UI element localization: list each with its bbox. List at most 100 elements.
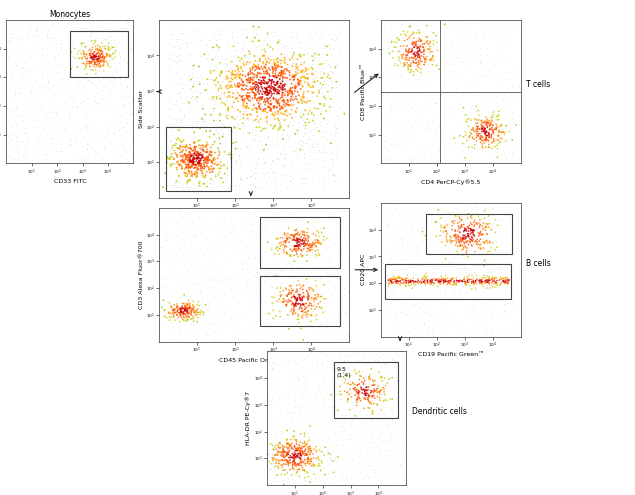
Point [401, 475, 411, 483]
Point [480, 214, 490, 222]
Point [276, 66, 286, 74]
Point [428, 330, 438, 338]
Point [384, 304, 394, 312]
Point [439, 292, 450, 299]
Point [199, 85, 209, 93]
Point [458, 224, 468, 232]
Point [294, 292, 304, 300]
Point [376, 390, 386, 398]
Point [272, 297, 282, 305]
Point [169, 159, 179, 167]
Point [43, 80, 53, 88]
Point [197, 105, 208, 113]
Point [389, 385, 399, 393]
Point [333, 308, 343, 316]
Point [86, 70, 97, 78]
Point [277, 298, 287, 306]
Point [340, 410, 351, 418]
Point [231, 283, 241, 291]
Point [276, 461, 286, 469]
Point [488, 129, 498, 137]
Point [472, 132, 483, 140]
Point [302, 468, 312, 476]
Point [204, 302, 215, 310]
Point [252, 184, 262, 192]
Point [224, 92, 234, 100]
Point [419, 319, 429, 327]
Point [498, 128, 508, 136]
Point [294, 274, 304, 282]
Point [48, 69, 58, 77]
Point [328, 422, 338, 430]
Point [386, 277, 396, 285]
Point [453, 34, 463, 42]
Point [272, 80, 283, 88]
Point [485, 238, 495, 246]
Point [182, 172, 192, 180]
Point [210, 126, 220, 134]
Point [24, 110, 34, 118]
Point [260, 64, 271, 72]
Point [7, 135, 17, 143]
Point [164, 299, 175, 307]
Point [386, 36, 396, 44]
Point [478, 137, 488, 145]
Point [488, 108, 498, 116]
Point [462, 21, 472, 29]
Point [198, 101, 208, 109]
Point [171, 140, 181, 148]
Point [91, 35, 102, 43]
Point [361, 372, 371, 380]
Point [392, 432, 402, 440]
Point [178, 316, 189, 324]
Point [363, 392, 373, 399]
Point [303, 294, 313, 302]
Point [394, 420, 404, 428]
Point [300, 236, 311, 244]
Point [459, 263, 469, 271]
Point [395, 274, 405, 282]
Point [245, 93, 255, 101]
Point [217, 305, 227, 313]
Point [307, 75, 318, 83]
Point [114, 38, 124, 46]
Point [290, 38, 300, 46]
Point [59, 99, 69, 107]
Point [190, 148, 200, 156]
Point [469, 46, 479, 53]
Point [290, 432, 300, 440]
Point [417, 57, 427, 65]
Point [175, 310, 185, 318]
Point [447, 262, 457, 270]
Point [283, 439, 293, 447]
Point [183, 151, 193, 159]
Point [491, 274, 502, 282]
Point [290, 450, 300, 458]
Point [265, 464, 276, 472]
Point [505, 219, 515, 227]
Point [356, 383, 366, 391]
Point [395, 282, 405, 290]
Point [316, 106, 326, 114]
Point [260, 53, 270, 61]
Point [430, 310, 440, 318]
Point [260, 49, 270, 56]
Point [120, 127, 130, 135]
Point [244, 50, 255, 58]
Point [364, 392, 374, 399]
Point [290, 232, 300, 240]
Point [172, 176, 182, 184]
Point [301, 236, 311, 244]
Point [60, 126, 70, 134]
Point [116, 45, 126, 52]
Point [302, 70, 312, 78]
Point [432, 39, 442, 47]
Point [392, 473, 402, 481]
Point [283, 256, 293, 264]
Point [351, 420, 361, 428]
Point [2, 95, 12, 102]
Point [346, 474, 356, 482]
Point [108, 55, 118, 63]
Point [288, 51, 298, 59]
Point [107, 80, 117, 88]
